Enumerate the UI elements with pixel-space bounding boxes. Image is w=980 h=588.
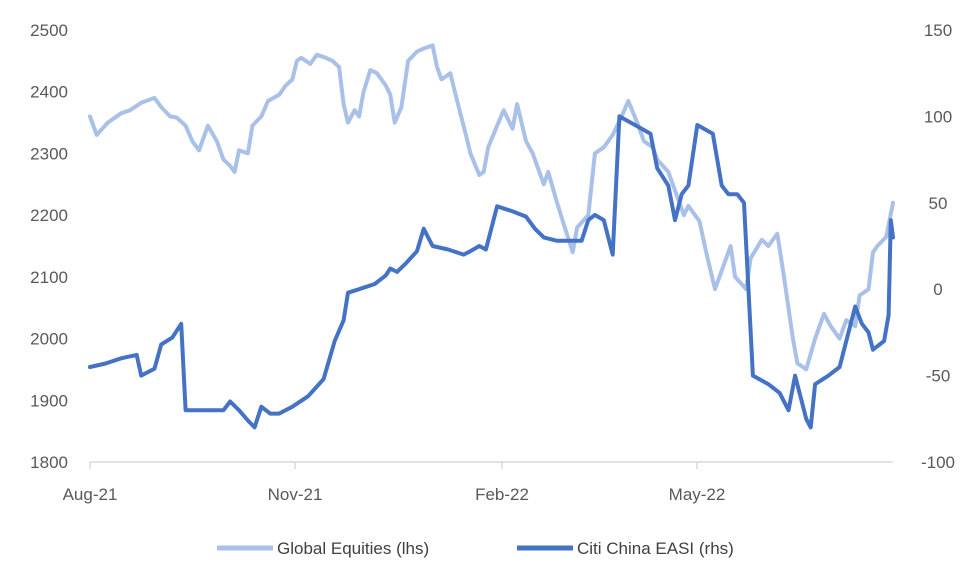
right-tick-label: -50: [926, 367, 951, 386]
left-tick-label: 1900: [30, 391, 68, 410]
x-tick-label: Nov-21: [268, 485, 323, 504]
left-tick-label: 1800: [30, 453, 68, 472]
left-tick-label: 2100: [30, 268, 68, 287]
series-line-citi-china-easi: [88, 114, 895, 430]
left-tick-label: 2000: [30, 330, 68, 349]
right-tick-label: 100: [924, 107, 952, 126]
right-tick-label: -100: [921, 453, 955, 472]
right-tick-label: 50: [929, 194, 948, 213]
series-line-global-equities: [88, 43, 895, 372]
right-axis-tick-labels: -100 -50 0 50 100 150: [921, 21, 955, 472]
left-tick-label: 2500: [30, 21, 68, 40]
left-tick-label: 2200: [30, 206, 68, 225]
legend-label: Global Equities (lhs): [277, 539, 429, 558]
legend-label: Citi China EASI (rhs): [577, 539, 734, 558]
x-axis-tick-labels: Aug-21 Nov-21 Feb-22 May-22: [63, 485, 726, 504]
x-tick-label: Feb-22: [475, 485, 529, 504]
x-tick-label: Aug-21: [63, 485, 118, 504]
axes: [89, 461, 893, 469]
right-tick-label: 0: [933, 280, 942, 299]
series-lines: [88, 43, 895, 430]
left-tick-label: 2400: [30, 83, 68, 102]
left-axis-tick-labels: 1800 1900 2000 2100 2200 2300 2400 2500: [30, 21, 68, 472]
x-tick-label: May-22: [669, 485, 726, 504]
left-tick-label: 2300: [30, 144, 68, 163]
legend: Global Equities (lhs) Citi China EASI (rh…: [217, 539, 734, 558]
right-tick-label: 150: [924, 21, 952, 40]
